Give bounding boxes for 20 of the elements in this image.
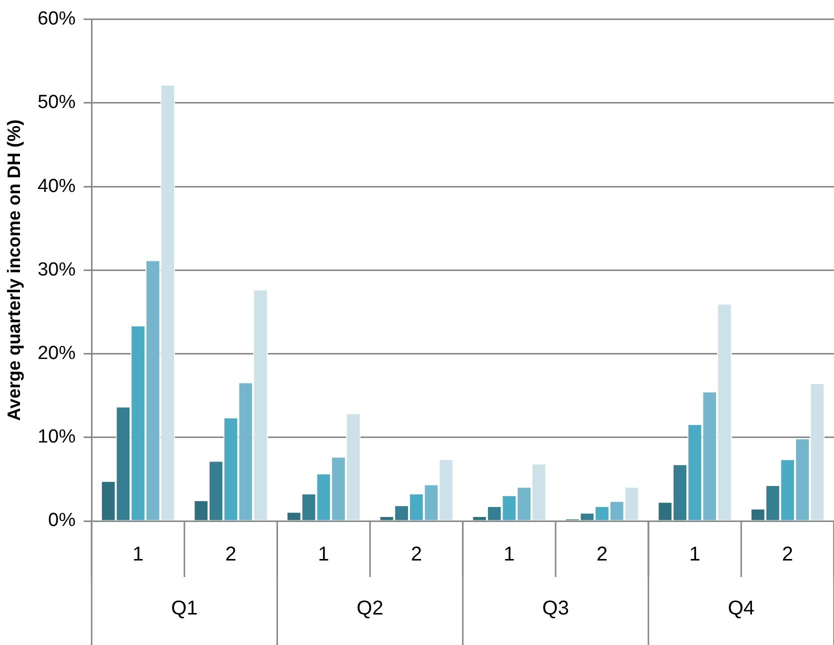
y-axis-title: Averge quarterly income on DH (%) [4, 119, 24, 421]
x-tick-label: 2 [225, 544, 236, 566]
x-tick-label: 2 [410, 544, 422, 566]
text: Q1 [171, 598, 198, 620]
x-tick-label: 2 [596, 544, 608, 566]
y-tick-label: 0% [48, 510, 76, 532]
y-tick-label: 30% [38, 259, 76, 280]
y-tick-label: 10% [38, 426, 76, 448]
y-tick-label: 60% [38, 8, 76, 30]
text: Q3 [542, 598, 569, 620]
y-tick-label: 40% [38, 176, 76, 197]
text: Q4 [728, 598, 755, 620]
x-tick-label: 1 [689, 544, 700, 566]
text: Q2 [356, 598, 384, 620]
y-tick-label: 20% [38, 343, 76, 364]
x-tick-label: 1 [504, 544, 515, 566]
x-tick-label: 2 [782, 544, 794, 566]
x-tick-label: 1 [318, 544, 330, 566]
x-tick-label: 1 [132, 544, 144, 566]
y-tick-label: 50% [38, 92, 76, 114]
